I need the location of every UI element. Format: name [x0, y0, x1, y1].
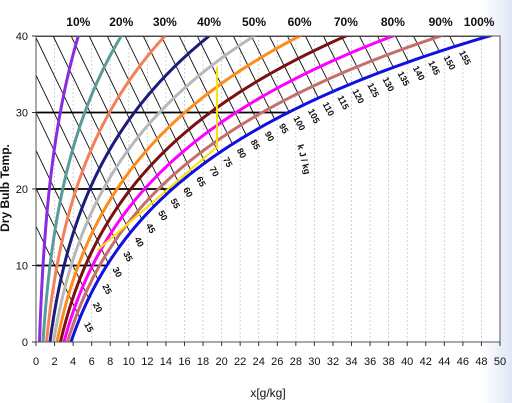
- enthalpy-label-90: 90: [263, 130, 277, 144]
- x-tick-label: 22: [234, 356, 246, 368]
- x-tick-label: 34: [345, 356, 357, 368]
- rh-label-20pct: 20%: [109, 15, 133, 29]
- rh-label-100pct: 100%: [464, 15, 495, 29]
- y-tick-label: 0: [22, 337, 28, 349]
- enthalpy-line-65: [124, 36, 193, 173]
- x-tick-label: 38: [383, 356, 395, 368]
- rh-curve-70pct: [58, 36, 350, 342]
- x-tick-label: 0: [33, 356, 39, 368]
- x-tick-label: 44: [438, 356, 450, 368]
- rh-curve-20pct: [41, 36, 124, 342]
- enthalpy-label-15: 15: [82, 320, 96, 334]
- rh-curve-50pct: [51, 36, 257, 342]
- x-tick-label: 42: [420, 356, 432, 368]
- x-tick-label: 26: [271, 356, 283, 368]
- rh-curve-80pct: [62, 36, 398, 342]
- enthalpy-line-55: [88, 36, 167, 195]
- x-tick-label: 8: [107, 356, 113, 368]
- enthalpy-label-25: 25: [100, 282, 114, 296]
- rh-curve-60pct: [55, 36, 303, 342]
- enthalpy-label-60: 60: [181, 186, 195, 200]
- x-tick-label: 6: [89, 356, 95, 368]
- y-tick-label: 10: [16, 261, 28, 273]
- process-path: [96, 66, 218, 251]
- enthalpy-label-85: 85: [249, 138, 263, 152]
- enthalpy-line-75: [160, 36, 220, 154]
- enthalpy-label-40: 40: [132, 235, 146, 249]
- y-tick-label: 30: [16, 108, 28, 120]
- x-axis-ticks: 0 2 4 6 8 10 12 14 16 18 20 22 24 26 28 30 32 34 36 38 40 42 4…: [33, 342, 506, 368]
- x-tick-label: 24: [253, 356, 265, 368]
- x-tick-label: 16: [178, 356, 190, 368]
- rh-curve-40pct: [48, 36, 212, 342]
- x-tick-label: 12: [141, 356, 153, 368]
- rh-curve-90pct: [65, 36, 446, 342]
- process-path-0: [96, 66, 218, 251]
- x-tick-label: 30: [308, 356, 320, 368]
- y-axis-ticks: 0 10 20 30 40: [16, 31, 36, 349]
- x-tick-label: 2: [51, 356, 57, 368]
- x-axis-title: x[g/kg]: [250, 386, 285, 400]
- x-tick-label: 18: [197, 356, 209, 368]
- y-tick-label: 20: [16, 184, 28, 196]
- x-tick-label: 36: [364, 356, 376, 368]
- relative-humidity-curves: [37, 36, 495, 342]
- rh-labels: 10% 20% 30% 40% 50% 60% 70% 80% 90% 100%: [66, 15, 494, 29]
- enthalpy-line-45: [52, 36, 143, 220]
- enthalpy-label-35: 35: [121, 250, 135, 264]
- x-tick-label: 32: [327, 356, 339, 368]
- rh-label-50pct: 50%: [242, 15, 266, 29]
- x-tick-label: 46: [457, 356, 469, 368]
- rh-curve-10pct: [37, 36, 80, 342]
- enthalpy-line-85: [196, 36, 247, 136]
- enthalpy-label-80: 80: [235, 146, 249, 160]
- enthalpy-label-75: 75: [221, 155, 235, 169]
- rh-label-10pct: 10%: [66, 15, 90, 29]
- x-tick-label: 14: [160, 356, 172, 368]
- y-axis-title: Dry Bulb Temp.: [0, 144, 12, 232]
- x-tick-label: 20: [215, 356, 227, 368]
- rh-label-40pct: 40%: [197, 15, 221, 29]
- enthalpy-line-145: [413, 36, 425, 57]
- rh-label-60pct: 60%: [288, 15, 312, 29]
- enthalpy-line-95: [232, 36, 276, 120]
- rh-curve-30pct: [44, 36, 167, 342]
- x-tick-label: 10: [123, 356, 135, 368]
- enthalpy-label-20: 20: [91, 301, 105, 315]
- rh-curve-100pct: [69, 36, 495, 342]
- enthalpy-line-125: [341, 36, 364, 80]
- enthalpy-line-40: [36, 36, 131, 234]
- x-tick-label: 40: [401, 356, 413, 368]
- x-tick-label: 4: [70, 356, 76, 368]
- enthalpy-label-95: 95: [277, 122, 291, 136]
- x-tick-label: 48: [475, 356, 487, 368]
- enthalpy-line-115: [304, 36, 334, 92]
- enthalpy-label-30: 30: [111, 265, 125, 279]
- enthalpy-line-90: [214, 36, 261, 128]
- enthalpy-label-55: 55: [168, 197, 182, 211]
- rh-label-70pct: 70%: [334, 15, 358, 29]
- enthalpy-line-130: [359, 36, 379, 74]
- enthalpy-label-45: 45: [144, 221, 158, 235]
- rh-label-80pct: 80%: [381, 15, 405, 29]
- rh-label-30pct: 30%: [153, 15, 177, 29]
- enthalpy-line-155: [449, 36, 456, 47]
- enthalpy-label-70: 70: [207, 165, 221, 179]
- enthalpy-label-50: 50: [156, 209, 170, 223]
- x-tick-label: 28: [290, 356, 302, 368]
- x-tick-label: 50: [494, 356, 506, 368]
- enthalpy-line-60: [106, 36, 180, 184]
- y-tick-label: 40: [16, 31, 28, 43]
- enthalpy-label-65: 65: [194, 175, 208, 189]
- rh-label-90pct: 90%: [429, 15, 453, 29]
